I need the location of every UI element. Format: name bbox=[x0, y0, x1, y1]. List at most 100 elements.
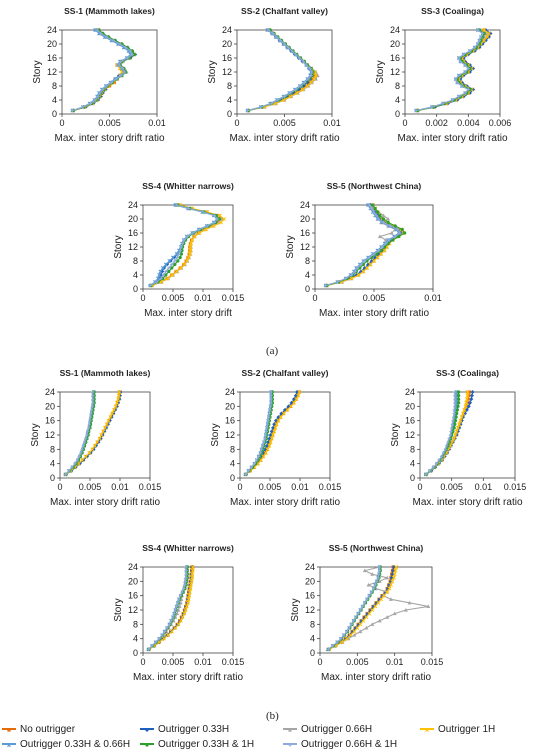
data-point bbox=[146, 647, 150, 652]
data-point bbox=[86, 429, 90, 434]
data-point bbox=[112, 407, 116, 412]
data-point bbox=[453, 404, 457, 408]
y-tick-label: 4 bbox=[133, 270, 138, 280]
data-point bbox=[468, 49, 472, 53]
data-point bbox=[387, 238, 391, 242]
data-point bbox=[463, 63, 467, 67]
data-point bbox=[443, 447, 447, 451]
data-point bbox=[176, 622, 181, 627]
data-point bbox=[294, 87, 298, 92]
data-point bbox=[378, 568, 382, 573]
legend-label: Outrigger 0.66H bbox=[301, 724, 373, 735]
data-point bbox=[184, 604, 189, 609]
y-tick-label: 8 bbox=[230, 444, 235, 454]
data-point bbox=[258, 451, 262, 455]
data-point bbox=[130, 49, 134, 53]
data-point bbox=[324, 283, 328, 288]
data-point bbox=[89, 415, 93, 419]
y-tick-label: 8 bbox=[395, 81, 400, 91]
data-point bbox=[158, 269, 163, 274]
x-tick-label: 0 bbox=[57, 482, 62, 492]
data-point bbox=[345, 629, 349, 634]
data-point bbox=[217, 213, 222, 218]
data-point bbox=[476, 42, 480, 46]
data-point bbox=[174, 269, 179, 274]
plot-frame bbox=[314, 204, 434, 290]
data-point bbox=[361, 618, 366, 623]
data-point bbox=[116, 397, 121, 402]
data-point bbox=[187, 590, 192, 595]
x-tick-label: 0.01 bbox=[323, 118, 341, 128]
data-point bbox=[424, 472, 428, 477]
data-point bbox=[457, 422, 462, 427]
series-line bbox=[326, 204, 406, 287]
data-point bbox=[88, 101, 93, 106]
data-point bbox=[457, 397, 461, 401]
data-point bbox=[466, 87, 470, 92]
x-tick-label: 0.015 bbox=[139, 482, 162, 492]
data-point bbox=[264, 429, 268, 434]
data-point bbox=[117, 63, 121, 67]
data-point bbox=[105, 35, 109, 39]
data-point bbox=[99, 31, 103, 36]
data-point bbox=[292, 400, 296, 405]
legend-item: No outrigger bbox=[2, 724, 75, 735]
data-point bbox=[110, 411, 115, 416]
data-point bbox=[118, 42, 122, 46]
data-point bbox=[178, 248, 182, 253]
data-point bbox=[157, 273, 162, 277]
data-point bbox=[90, 447, 95, 452]
y-tick-label: 0 bbox=[230, 473, 235, 483]
data-point bbox=[367, 255, 371, 260]
series-line bbox=[425, 391, 470, 475]
y-tick-label: 16 bbox=[45, 416, 55, 426]
data-point bbox=[386, 217, 391, 221]
y-tick-label: 24 bbox=[390, 25, 400, 35]
data-point bbox=[364, 615, 369, 620]
y-tick-label: 24 bbox=[128, 562, 138, 572]
data-point bbox=[159, 276, 163, 281]
data-point bbox=[245, 108, 250, 113]
data-point bbox=[106, 418, 111, 423]
data-point bbox=[276, 418, 281, 423]
data-point bbox=[392, 572, 397, 577]
x-tick-label: 0 bbox=[140, 657, 145, 667]
data-point bbox=[456, 425, 460, 430]
y-tick-label: 16 bbox=[225, 416, 235, 426]
data-point bbox=[265, 426, 269, 430]
data-point bbox=[119, 59, 123, 64]
data-point bbox=[170, 273, 175, 277]
data-point bbox=[160, 633, 164, 637]
data-point bbox=[95, 440, 100, 445]
legend-label: Outrigger 0.33H & 1H bbox=[158, 739, 255, 750]
data-point bbox=[358, 629, 363, 634]
data-point bbox=[167, 259, 172, 263]
data-point bbox=[163, 629, 167, 634]
series-line bbox=[151, 204, 222, 287]
data-point bbox=[373, 206, 377, 211]
data-point bbox=[259, 458, 263, 463]
data-point bbox=[289, 404, 293, 409]
data-point bbox=[385, 590, 390, 595]
data-point bbox=[115, 400, 119, 405]
data-point bbox=[181, 241, 185, 246]
x-axis-label: Max. inter story drift ratio bbox=[133, 672, 243, 683]
data-point bbox=[459, 415, 464, 420]
data-point bbox=[393, 568, 398, 573]
data-point bbox=[356, 611, 360, 616]
data-point bbox=[185, 234, 189, 239]
data-point bbox=[486, 31, 491, 36]
data-point bbox=[177, 252, 181, 256]
data-point bbox=[308, 80, 312, 85]
y-tick-label: 12 bbox=[128, 605, 138, 615]
data-point bbox=[197, 231, 202, 235]
data-point bbox=[286, 45, 290, 50]
series-line bbox=[326, 204, 403, 287]
data-point bbox=[470, 390, 475, 394]
data-point bbox=[359, 262, 363, 267]
y-tick-label: 8 bbox=[305, 256, 310, 266]
x-tick-label: 0.005 bbox=[363, 293, 386, 303]
data-point bbox=[379, 252, 384, 256]
data-point bbox=[342, 633, 346, 637]
data-point bbox=[269, 393, 273, 398]
